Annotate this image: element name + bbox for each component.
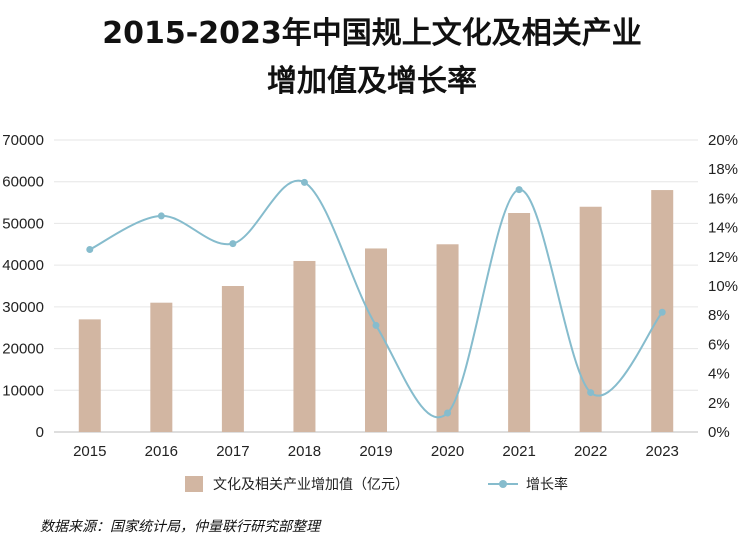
bar-2020 xyxy=(436,244,459,432)
growth-point-2019 xyxy=(372,321,380,329)
x-tick-label: 2019 xyxy=(359,443,392,460)
growth-point-2017 xyxy=(229,240,237,248)
y-right-tick-label: 8% xyxy=(708,307,730,324)
bar-series xyxy=(78,190,674,432)
legend-bar-label: 文化及相关产业增加值（亿元） xyxy=(213,477,409,493)
x-tick-label: 2016 xyxy=(145,443,178,460)
y-left-tick-label: 70000 xyxy=(2,132,44,149)
y-left-tick-label: 30000 xyxy=(2,299,44,316)
y-right-tick-label: 14% xyxy=(708,220,738,237)
chart-title-line2: 增加值及增长率 xyxy=(267,64,477,99)
growth-point-2023 xyxy=(658,308,666,316)
x-tick-label: 2015 xyxy=(73,443,106,460)
y-right-tick-label: 20% xyxy=(708,132,738,149)
bar-2015 xyxy=(78,319,101,432)
y-left-tick-label: 10000 xyxy=(2,382,44,399)
growth-rate-line xyxy=(89,179,663,419)
legend: 文化及相关产业增加值（亿元） 增长率 xyxy=(185,476,568,493)
y-left-tick-label: 0 xyxy=(36,424,44,441)
growth-point-2020 xyxy=(444,409,452,417)
y-right-tick-label: 6% xyxy=(708,336,730,353)
x-tick-label: 2018 xyxy=(288,443,321,460)
y-right-tick-label: 12% xyxy=(708,249,738,266)
growth-point-2016 xyxy=(157,212,165,220)
y-left-tick-label: 60000 xyxy=(2,174,44,191)
chart-title-line1: 2015-2023年中国规上文化及相关产业 xyxy=(102,16,642,51)
y-left-tick-label: 40000 xyxy=(2,257,44,274)
bar-2016 xyxy=(150,302,173,432)
x-tick-label: 2022 xyxy=(574,443,607,460)
y-left-tick-label: 20000 xyxy=(2,341,44,358)
y-left-tick-label: 50000 xyxy=(2,215,44,232)
y-right-tick-label: 16% xyxy=(708,190,738,207)
y-right-tick-label: 10% xyxy=(708,278,738,295)
bar-2017 xyxy=(221,286,244,432)
legend-line-marker xyxy=(499,480,507,488)
legend-line-label: 增长率 xyxy=(526,476,568,493)
y-right-tick-label: 0% xyxy=(708,424,730,441)
line-series xyxy=(86,178,666,419)
x-tick-label: 2020 xyxy=(431,443,464,460)
bar-2018 xyxy=(293,260,316,432)
growth-point-2018 xyxy=(300,178,308,186)
growth-point-2015 xyxy=(86,246,94,253)
bar-2022 xyxy=(579,206,602,432)
growth-point-2021 xyxy=(515,186,523,194)
bar-2021 xyxy=(508,213,531,432)
x-tick-label: 2023 xyxy=(646,443,679,460)
x-tick-label: 2017 xyxy=(216,443,249,460)
x-axis-ticks: 2015 2016 2017 2018 2019 2020 2021 2022 2023 xyxy=(73,443,679,460)
right-axis-ticks: 0% 2% 4% 6% 8% 10% 12% 14% 16% 18% 20% xyxy=(708,132,738,441)
bar-2019 xyxy=(365,248,387,432)
y-right-tick-label: 2% xyxy=(708,395,730,412)
source-note: 数据来源：国家统计局，仲量联行研究部整理 xyxy=(40,519,320,535)
x-tick-label: 2021 xyxy=(502,443,535,460)
y-right-tick-label: 18% xyxy=(708,161,738,178)
growth-point-2022 xyxy=(587,389,595,397)
y-right-tick-label: 4% xyxy=(708,366,730,383)
legend-bar-swatch xyxy=(185,476,203,492)
left-axis-ticks: 0 10000 20000 30000 40000 50000 60000 70000 xyxy=(2,132,44,441)
